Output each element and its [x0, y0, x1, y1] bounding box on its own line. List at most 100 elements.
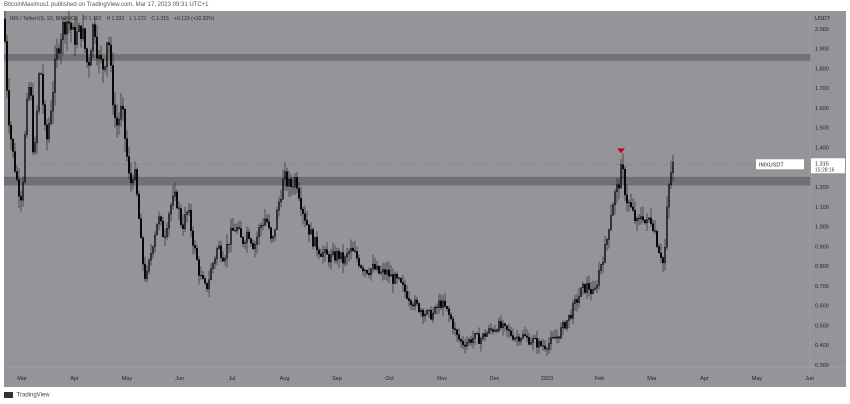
candle-body: [596, 284, 598, 289]
candle-body: [244, 242, 246, 245]
candle-body: [288, 178, 290, 187]
chart-area[interactable]: 0.300 0.400 0.500 0.600 0.700 0.800 0.900 1.000…: [4, 11, 846, 387]
candle-body: [546, 348, 548, 350]
candle-body: [302, 208, 304, 214]
y-tick-label: 1.200: [815, 185, 829, 191]
candle-body: [42, 74, 44, 105]
candle-body: [324, 249, 326, 253]
candle-body: [258, 227, 260, 238]
candle-body: [350, 247, 352, 252]
candle-body: [228, 243, 230, 245]
candle-body: [578, 296, 580, 303]
candle-body: [164, 236, 166, 238]
candle-body: [512, 335, 514, 340]
candle-body: [536, 338, 538, 348]
candle-body: [116, 117, 118, 126]
candle-body: [448, 308, 450, 315]
candle-body: [570, 314, 572, 319]
price-tag-countdown: 15:28:16: [815, 167, 835, 173]
y-tick-label: 0.400: [815, 343, 829, 349]
y-tick-label: 0.900: [815, 244, 829, 250]
candle-body: [494, 329, 496, 332]
candle-body: [126, 138, 128, 157]
candle-body: [508, 329, 510, 332]
candle-body: [398, 277, 400, 279]
candle-body: [566, 320, 568, 329]
candle-body: [384, 269, 386, 275]
candle-body: [592, 289, 594, 294]
legend-low: L 1.172: [129, 16, 146, 22]
candle-body: [114, 104, 116, 119]
candlestick-chart[interactable]: 0.300 0.400 0.500 0.600 0.700 0.800 0.900 1.000…: [4, 11, 846, 387]
candle-body: [636, 218, 638, 222]
candle-body: [96, 36, 98, 59]
candle-body: [444, 300, 446, 307]
candle-body: [92, 24, 94, 52]
candle-body: [572, 303, 574, 319]
candle-body: [110, 44, 112, 66]
x-tick-label: Nov: [437, 376, 447, 382]
candle-body: [654, 230, 656, 232]
candle-body: [600, 264, 602, 271]
candle-body: [80, 25, 82, 39]
candle-body: [102, 58, 104, 70]
candle-body: [430, 309, 432, 320]
candle-body: [156, 223, 158, 236]
candle-body: [454, 328, 456, 330]
candle-body: [480, 338, 482, 344]
candle-body: [206, 282, 208, 290]
legend-high: H 1.333: [106, 16, 125, 22]
candle-body: [144, 263, 146, 279]
candle-body: [458, 334, 460, 340]
candle-body: [470, 339, 472, 343]
candle-body: [262, 224, 264, 226]
candle-body: [564, 322, 566, 329]
candle-body: [328, 254, 330, 263]
candle-body: [518, 336, 520, 342]
x-tick-label: Feb: [595, 376, 604, 382]
candle-body: [130, 173, 132, 184]
candle-body: [534, 338, 536, 340]
candle-body: [506, 325, 508, 330]
candle-body: [498, 321, 500, 332]
candle-body: [520, 337, 522, 342]
candle-body: [586, 283, 588, 293]
candle-body: [446, 306, 448, 310]
y-tick-label: 1.500: [815, 126, 829, 132]
candle-body: [414, 299, 416, 307]
candle-body: [128, 156, 130, 174]
y-tick-label: 0.600: [815, 304, 829, 310]
candle-body: [216, 248, 218, 259]
x-tick-label: Mar: [17, 376, 27, 382]
x-tick-label: Jun: [805, 376, 814, 382]
candle-body: [468, 339, 470, 343]
candle-body: [190, 209, 192, 232]
y-tick-label: 1.100: [815, 205, 829, 211]
price-tag: [811, 158, 845, 174]
y-axis-unit: USDT: [815, 16, 831, 22]
candle-body: [344, 256, 346, 264]
candle-body: [16, 171, 18, 180]
candle-body: [474, 333, 476, 339]
candle-body: [208, 279, 210, 290]
x-tick-label: Mar: [647, 376, 657, 382]
candle-body: [632, 206, 634, 211]
candle-body: [394, 273, 396, 284]
candle-body: [204, 278, 206, 284]
candle-body: [106, 42, 108, 67]
candle-body: [436, 306, 438, 308]
x-tick-label: 2023: [541, 376, 553, 382]
candle-body: [552, 337, 554, 339]
candle-body: [90, 50, 92, 66]
candle-body: [618, 184, 620, 189]
candle-body: [120, 105, 122, 120]
candle-body: [662, 257, 664, 264]
candle-body: [38, 73, 40, 112]
candle-body: [136, 169, 138, 195]
price-tag-value: 1.315: [815, 161, 829, 167]
candle-body: [266, 218, 268, 222]
y-tick-label: 2.000: [815, 27, 829, 33]
candle-body: [526, 335, 528, 338]
tradingview-logo[interactable]: TradingView: [4, 392, 50, 399]
candle-body: [10, 125, 12, 140]
